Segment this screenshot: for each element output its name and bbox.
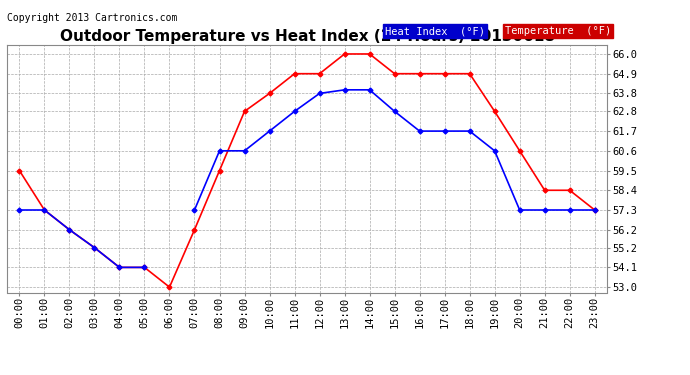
Text: Heat Index  (°F): Heat Index (°F): [385, 26, 485, 36]
Title: Outdoor Temperature vs Heat Index (24 Hours) 20130618: Outdoor Temperature vs Heat Index (24 Ho…: [59, 29, 555, 44]
Text: Copyright 2013 Cartronics.com: Copyright 2013 Cartronics.com: [7, 13, 177, 23]
Text: Temperature  (°F): Temperature (°F): [505, 26, 611, 36]
